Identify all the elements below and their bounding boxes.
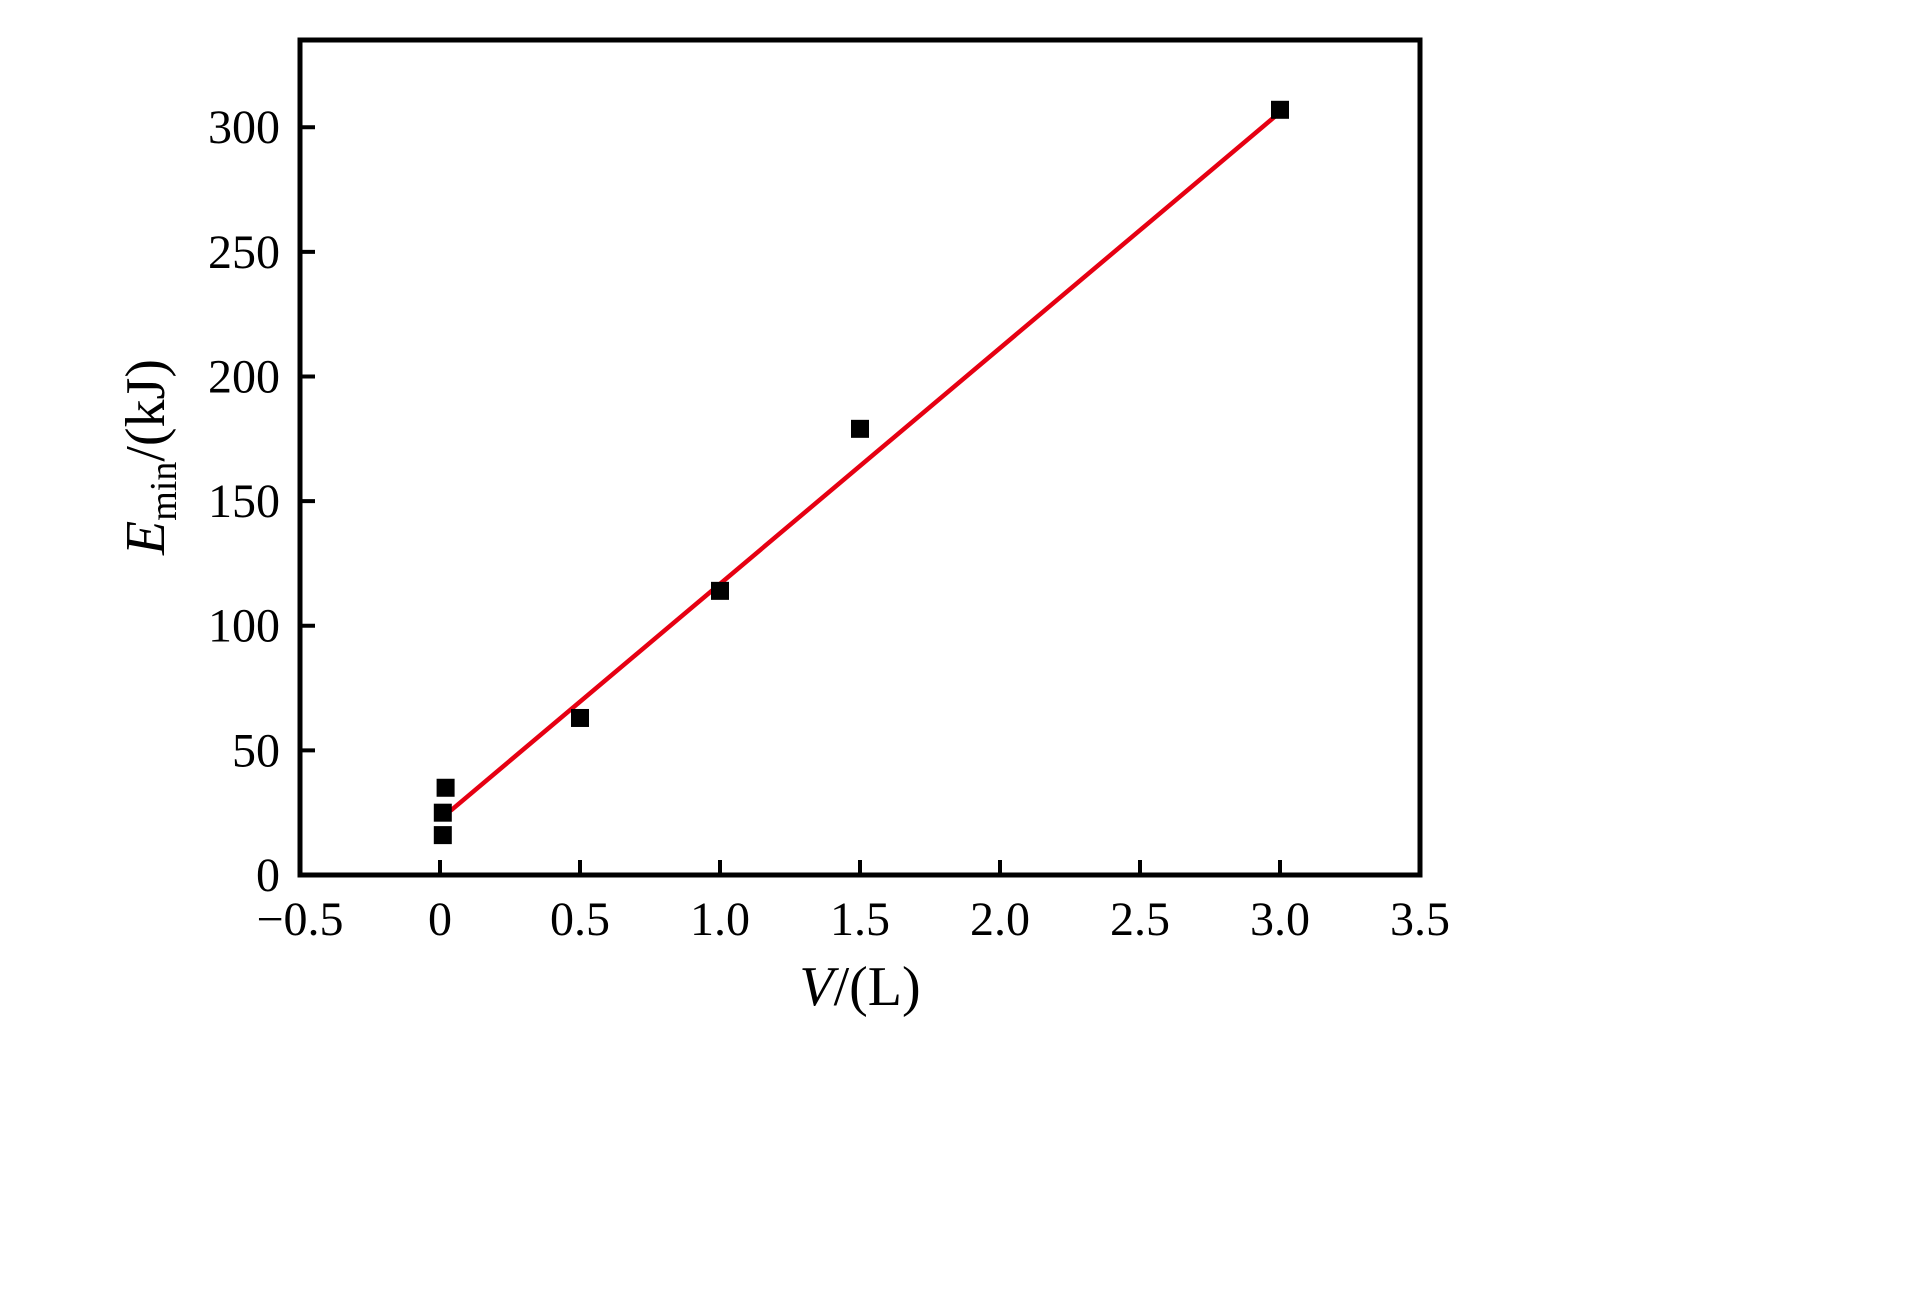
x-tick-label: 1.5 (830, 893, 890, 946)
data-point (436, 778, 455, 797)
data-point (711, 581, 729, 600)
data-point (571, 708, 589, 727)
data-point (433, 826, 452, 845)
y-axis-subscript: min (143, 461, 186, 521)
x-tick-label: 3.0 (1250, 893, 1310, 946)
plot-frame (297, 37, 1423, 878)
y-tick-label: 200 (208, 350, 280, 403)
fit-line (448, 110, 1283, 813)
y-tick-label: 250 (208, 226, 280, 279)
y-tick-label: 150 (208, 475, 280, 528)
y-tick-label: 0 (256, 849, 280, 902)
x-tick-label: 2.0 (970, 893, 1030, 946)
x-tick-label: 1.0 (690, 893, 750, 946)
x-tick-label: 2.5 (1110, 893, 1170, 946)
y-axis-title: Emin/(kJ) (114, 359, 186, 555)
data-point (1271, 100, 1289, 119)
x-axis-unit: /(L) (833, 956, 921, 1018)
x-tick-label: −0.5 (256, 893, 343, 946)
data-point (851, 419, 869, 438)
data-point (433, 803, 452, 822)
y-axis-unit: /(kJ) (114, 359, 177, 462)
y-tick-label: 50 (232, 724, 280, 777)
x-tick-label: 0 (428, 893, 452, 946)
x-tick-label: 0.5 (550, 893, 610, 946)
x-tick-label: 3.5 (1390, 893, 1450, 946)
y-tick-label: 100 (208, 600, 280, 653)
y-tick-label: 300 (208, 101, 280, 154)
x-axis-title: V/(L) (300, 955, 1420, 1019)
x-axis-variable: V (799, 956, 834, 1018)
y-axis-variable: E (114, 520, 177, 555)
